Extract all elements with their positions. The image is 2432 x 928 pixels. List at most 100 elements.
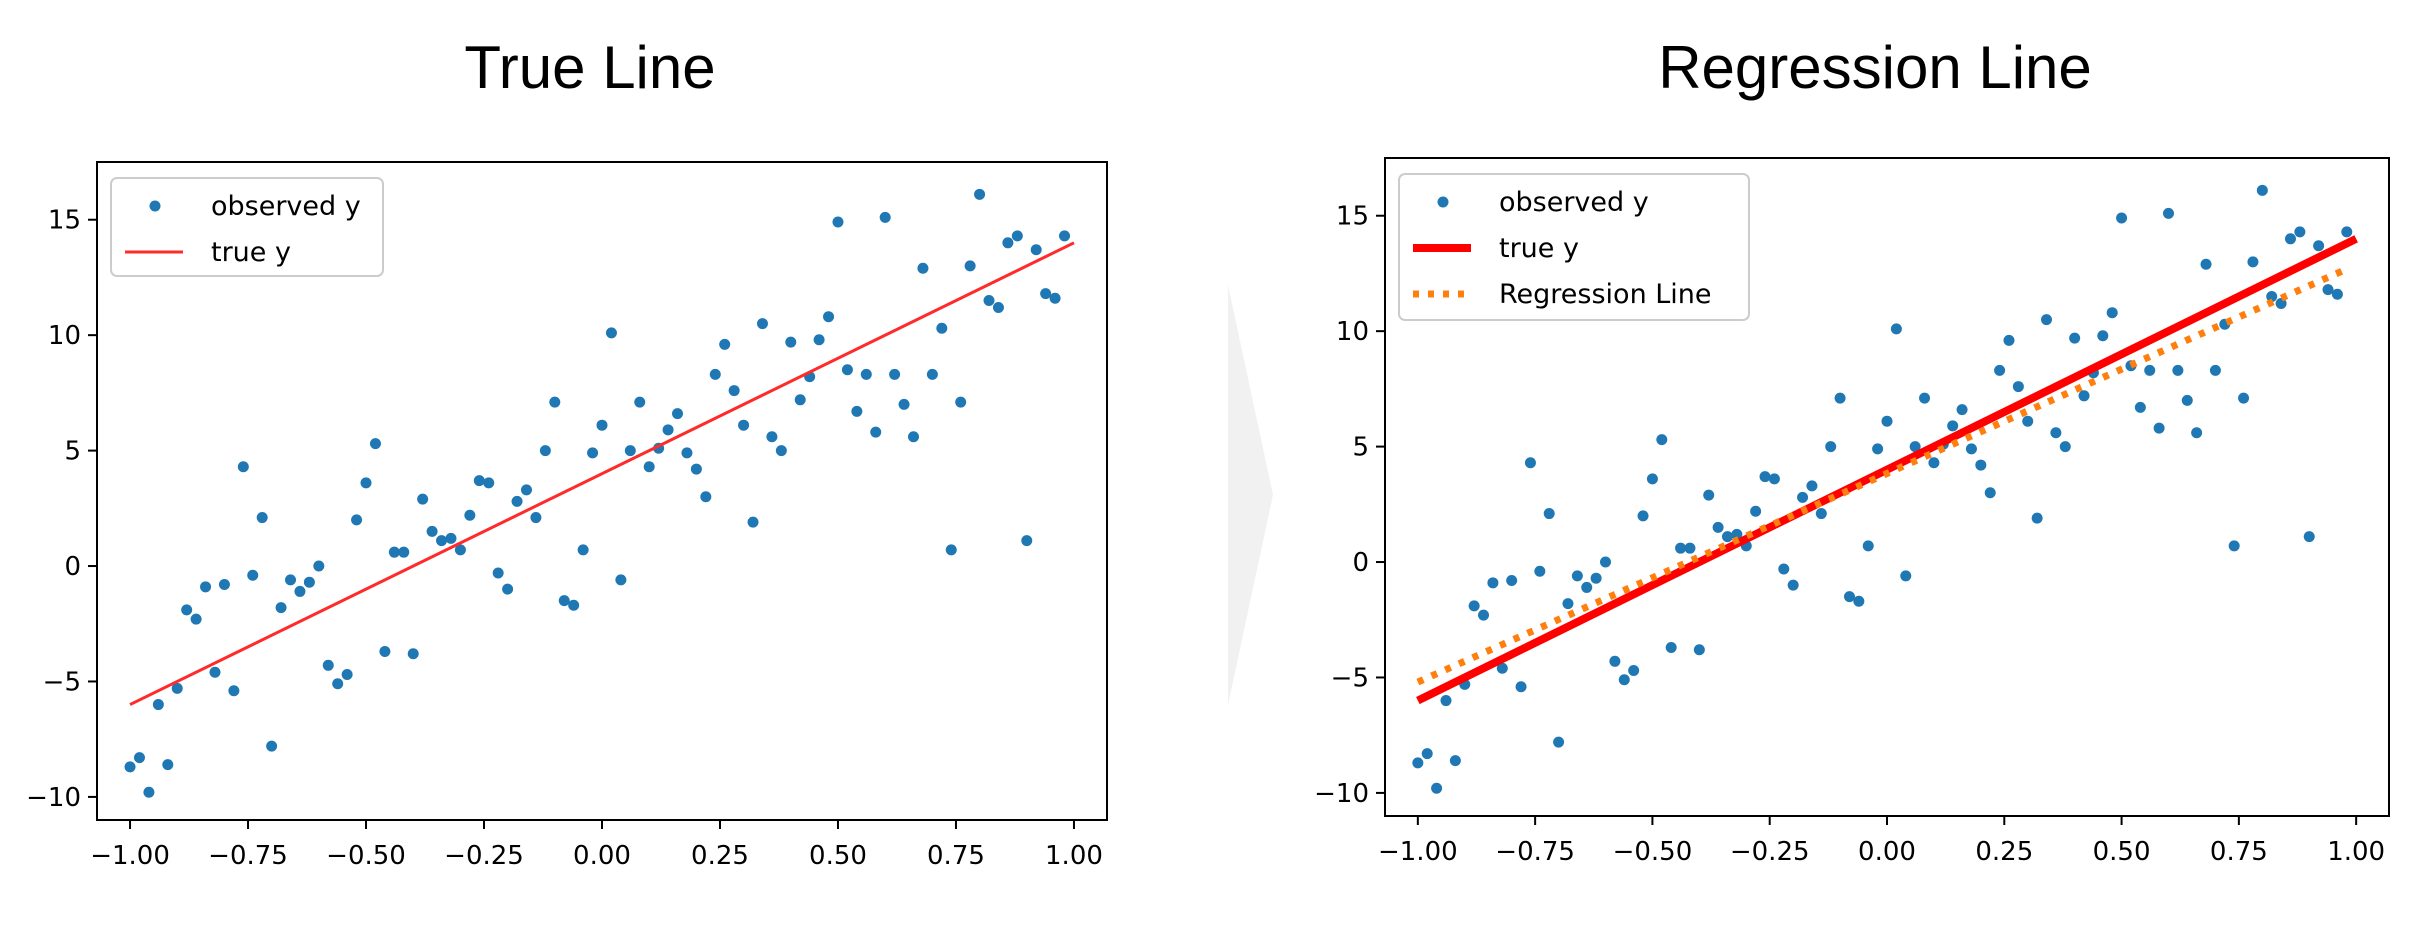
observed-point	[2059, 441, 2071, 453]
x-tick-label: −0.75	[1495, 837, 1575, 867]
observed-point	[1947, 420, 1959, 432]
observed-point	[256, 512, 268, 524]
observed-point	[2341, 226, 2353, 238]
observed-point	[351, 514, 363, 526]
observed-point	[738, 419, 750, 431]
observed-point	[860, 368, 872, 380]
observed-point	[502, 583, 514, 595]
y-tick-label: 10	[48, 321, 81, 351]
observed-point	[1825, 441, 1837, 453]
observed-point	[454, 544, 466, 556]
observed-point	[1721, 531, 1733, 543]
legend-box	[1398, 173, 1750, 321]
observed-point	[964, 260, 976, 272]
observed-point	[624, 445, 636, 457]
observed-point	[1449, 755, 1461, 767]
observed-point	[417, 493, 429, 505]
observed-point	[2266, 291, 2278, 303]
observed-point	[200, 581, 212, 593]
observed-point	[1412, 757, 1424, 769]
observed-point	[1496, 662, 1508, 674]
observed-point	[162, 759, 174, 771]
observed-point	[2153, 422, 2165, 434]
observed-point	[445, 532, 457, 544]
observed-point	[407, 648, 419, 660]
observed-point	[341, 669, 353, 681]
observed-point	[700, 491, 712, 503]
observed-point	[1684, 542, 1696, 554]
observed-point	[728, 385, 740, 397]
observed-point	[228, 685, 240, 697]
observed-point	[2003, 334, 2015, 346]
observed-point	[983, 295, 995, 307]
observed-point	[2256, 184, 2268, 196]
observed-point	[1872, 443, 1884, 455]
observed-point	[775, 445, 787, 457]
observed-point	[1618, 674, 1630, 686]
observed-point	[1965, 443, 1977, 455]
observed-point	[2200, 258, 2212, 270]
observed-point	[1665, 641, 1677, 653]
x-tick-label: 0.00	[573, 841, 631, 871]
observed-point	[181, 604, 193, 616]
observed-point	[747, 516, 759, 528]
observed-point	[398, 546, 410, 558]
observed-point	[1975, 459, 1987, 471]
y-tick-label: −5	[43, 667, 81, 697]
observed-point	[322, 659, 334, 671]
observed-point	[870, 426, 882, 438]
x-tick-label: −0.25	[1730, 837, 1810, 867]
observed-point	[1553, 736, 1565, 748]
observed-point	[1059, 230, 1071, 242]
observed-point	[379, 645, 391, 657]
observed-point	[756, 318, 768, 330]
observed-point	[681, 447, 693, 459]
observed-point	[1843, 591, 1855, 603]
observed-point	[426, 525, 438, 537]
observed-point	[615, 574, 627, 586]
x-tick-label: −1.00	[1378, 837, 1458, 867]
observed-point	[1890, 323, 1902, 335]
observed-point	[889, 368, 901, 380]
x-tick-label: 0.50	[2093, 837, 2151, 867]
observed-point	[143, 786, 155, 798]
observed-point	[2303, 531, 2315, 543]
observed-point	[1011, 230, 1023, 242]
observed-point	[2069, 332, 2081, 344]
legend-label: observed y	[1499, 187, 1649, 218]
observed-point	[2012, 381, 2024, 393]
observed-point	[709, 368, 721, 380]
x-tick-label: −0.75	[208, 841, 288, 871]
observed-point	[294, 585, 306, 597]
observed-point	[823, 311, 835, 323]
x-tick-label: −0.50	[1613, 837, 1693, 867]
observed-point	[785, 336, 797, 348]
observed-point	[2172, 364, 2184, 376]
observed-point	[285, 574, 297, 586]
chart-title-regression-line: Regression Line	[1658, 34, 2092, 101]
observed-point	[2294, 226, 2306, 238]
observed-point	[1440, 695, 1452, 707]
observed-point	[1862, 540, 1874, 552]
observed-point	[1431, 782, 1443, 794]
observed-point	[2050, 427, 2062, 439]
arrow-separator	[1228, 285, 1273, 705]
observed-point	[766, 431, 778, 443]
x-tick-label: −1.00	[90, 841, 170, 871]
x-tick-label: −0.50	[326, 841, 406, 871]
observed-point	[539, 445, 551, 457]
observed-point	[643, 461, 655, 473]
observed-point	[926, 368, 938, 380]
observed-point	[1478, 609, 1490, 621]
observed-point	[1750, 505, 1762, 517]
observed-point	[1468, 600, 1480, 612]
observed-point	[1693, 644, 1705, 656]
legend-label: observed y	[211, 191, 361, 222]
observed-point	[945, 544, 957, 556]
observed-point	[1778, 563, 1790, 575]
observed-point	[549, 396, 561, 408]
y-tick-label: 10	[1336, 317, 1369, 347]
y-tick-label: 5	[64, 437, 81, 467]
observed-point	[1515, 681, 1527, 693]
